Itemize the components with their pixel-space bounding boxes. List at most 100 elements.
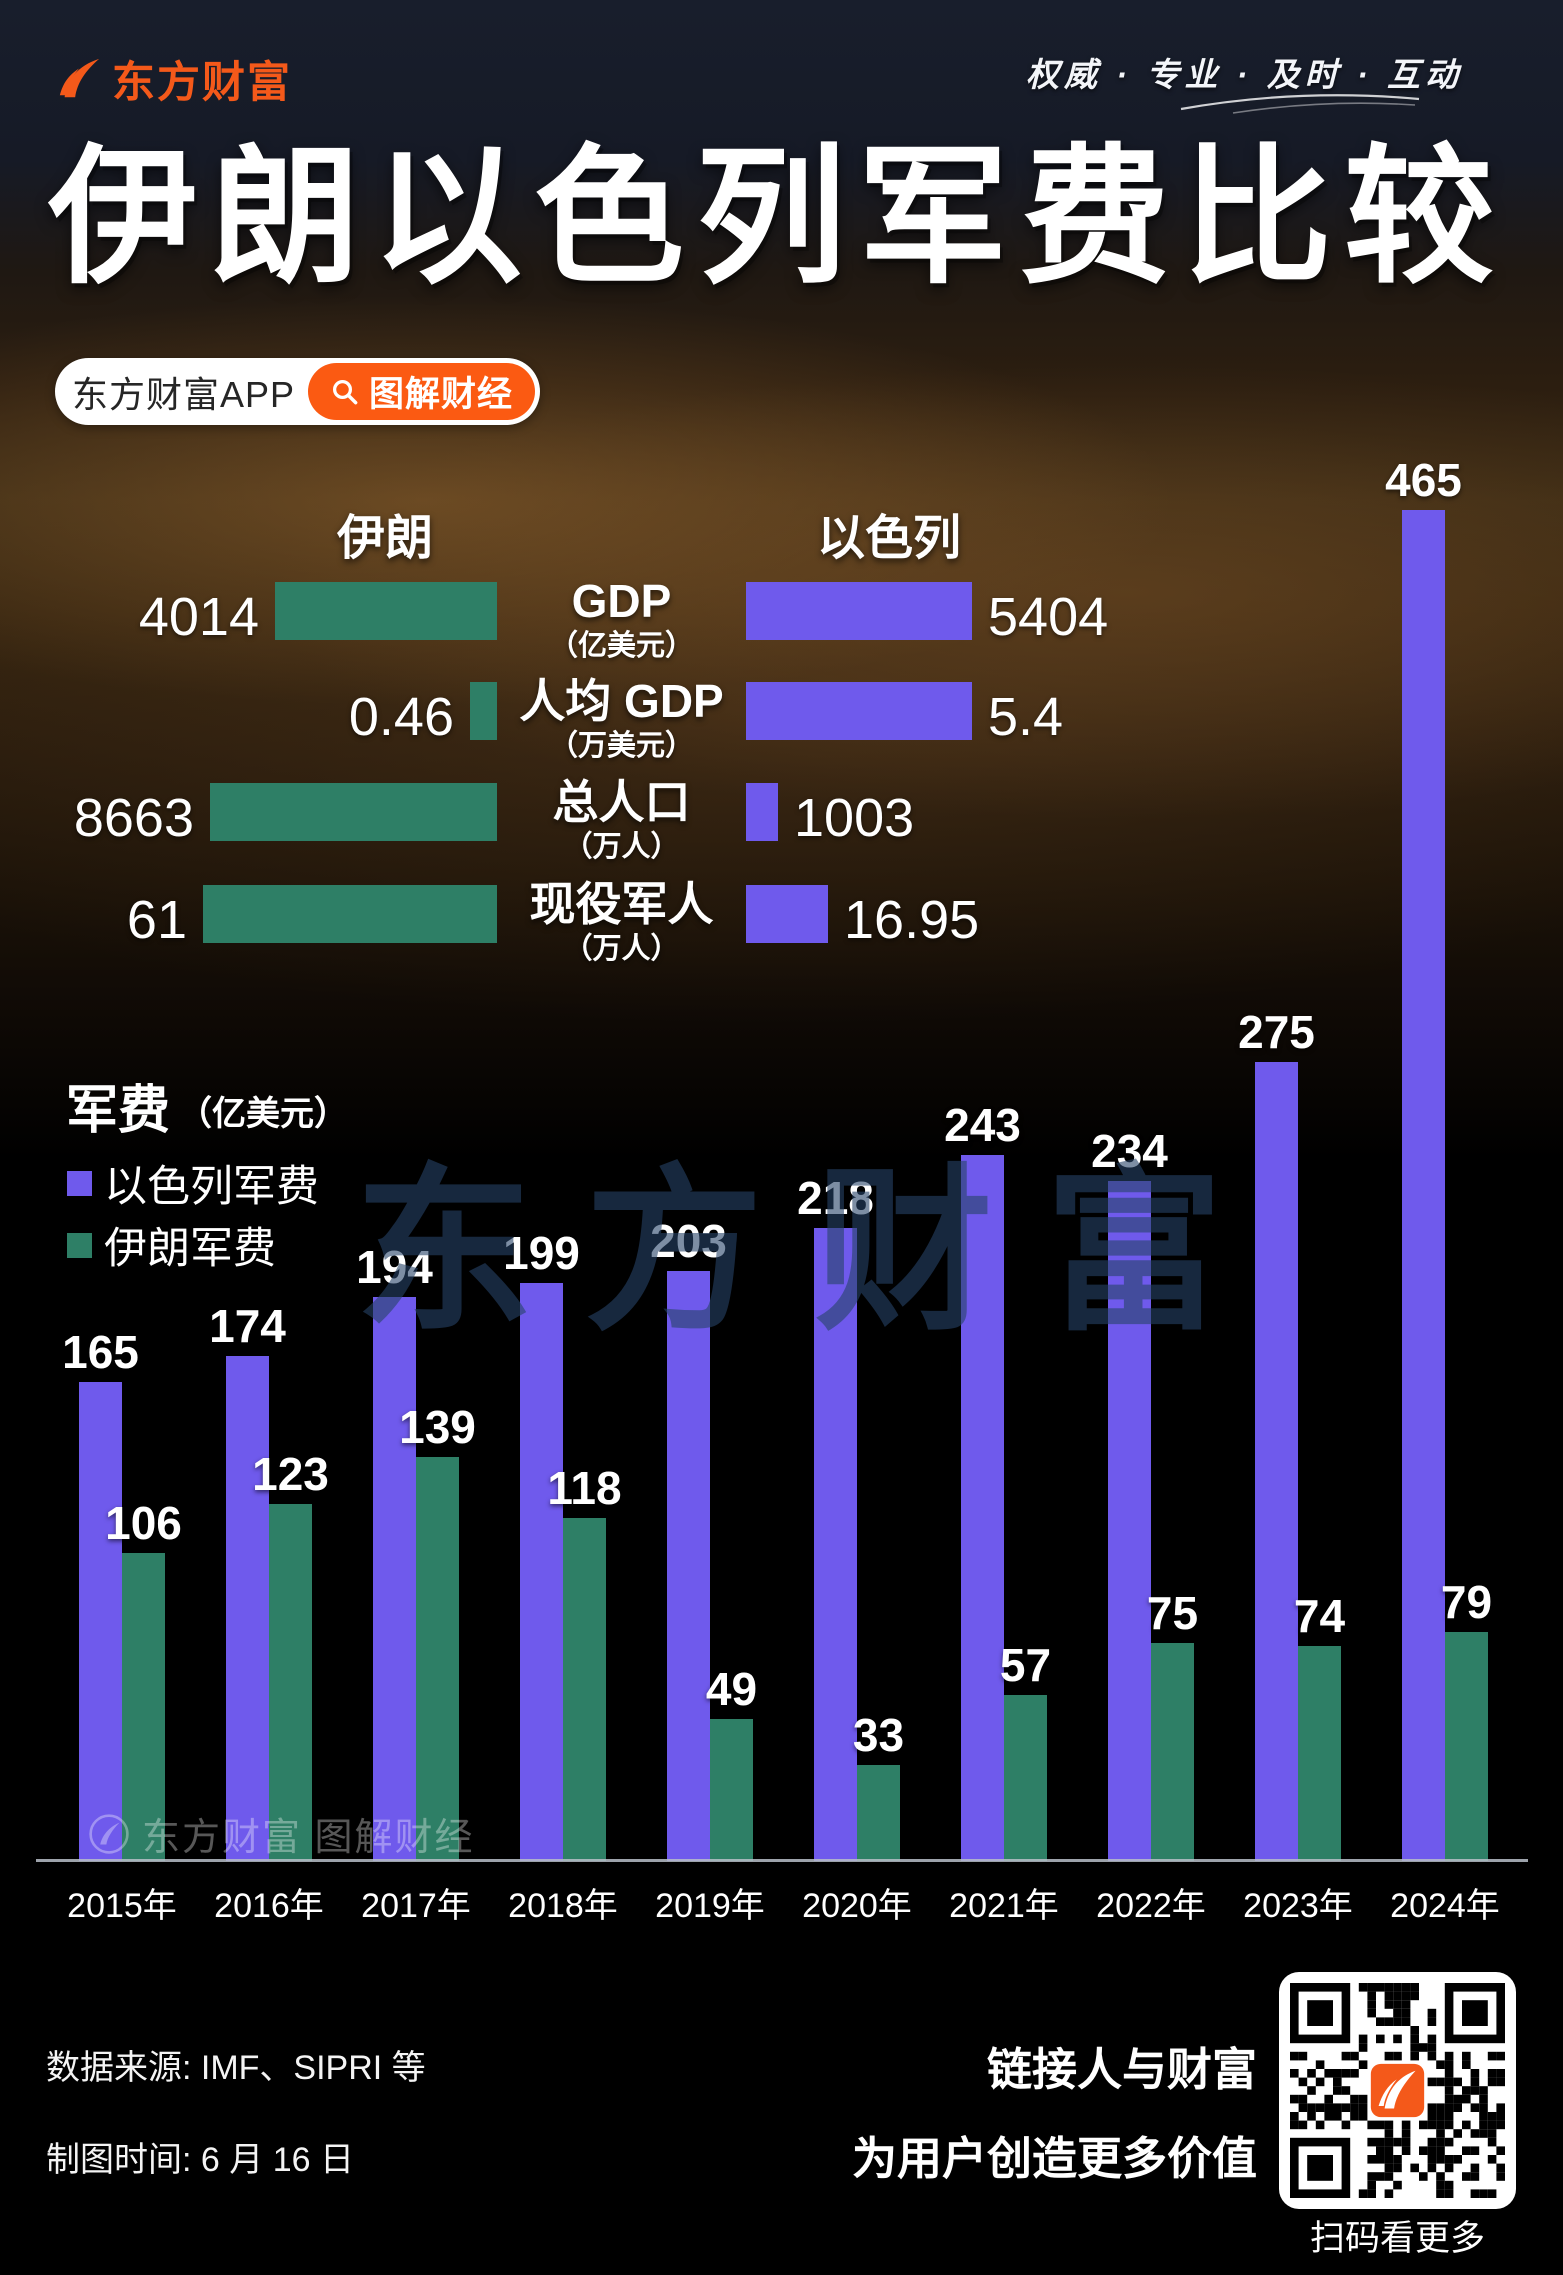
x-axis-tick-label: 2024年 xyxy=(1390,1887,1500,1925)
israel-compare-bar xyxy=(746,783,778,841)
metric-name: 现役军人 xyxy=(529,878,714,930)
search-keyword-label: 图解财经 xyxy=(369,375,514,414)
legend-item-israel: 以色列军费 xyxy=(67,1152,319,1214)
iran-bar-value-label: 49 xyxy=(705,1662,758,1715)
iran-compare-value: 61 xyxy=(126,890,187,950)
slogan-line-1: 链接人与财富 xyxy=(986,2044,1257,2095)
iran-bar-value-label: 79 xyxy=(1440,1575,1493,1628)
app-name-label: 东方财富APP xyxy=(72,373,296,415)
compare-row-label: 现役军人 （万人） xyxy=(497,879,746,966)
israel-bar-value-label: 174 xyxy=(209,1299,286,1352)
search-finance-button[interactable]: 图解财经 xyxy=(308,363,536,420)
iran-bar-value-label: 106 xyxy=(105,1497,182,1550)
israel-bar-value-label: 218 xyxy=(797,1171,874,1224)
israel-bar-value-label: 243 xyxy=(944,1099,1021,1152)
israel-bar-value-label: 199 xyxy=(503,1226,580,1279)
brand-slogan: 链接人与财富 为用户创造更多价值 xyxy=(852,2044,1257,2185)
iran-spending-bar xyxy=(1004,1695,1047,1861)
israel-compare-value: 1003 xyxy=(794,788,915,848)
x-axis-tick-label: 2015年 xyxy=(67,1887,177,1925)
israel-spending-bar xyxy=(373,1297,416,1861)
iran-compare-bar xyxy=(203,885,497,943)
iran-bar-value-label: 74 xyxy=(1293,1590,1346,1643)
israel-bar-value-label: 203 xyxy=(650,1215,727,1268)
iran-compare-bar xyxy=(470,682,497,740)
israel-spending-bar xyxy=(1108,1181,1151,1861)
watermark-small: 东方财富 图解财经 xyxy=(88,1806,475,1861)
israel-compare-bar xyxy=(746,682,972,740)
iran-spending-bar xyxy=(1151,1643,1194,1861)
iran-column-header: 伊朗 xyxy=(336,512,433,565)
x-axis-tick-label: 2021年 xyxy=(949,1887,1059,1925)
x-axis-tick-label: 2016年 xyxy=(214,1887,324,1925)
iran-legend-swatch xyxy=(67,1232,92,1258)
iran-bar-value-label: 75 xyxy=(1146,1587,1199,1640)
x-axis-tick-label: 2020年 xyxy=(802,1887,912,1925)
israel-compare-value: 16.95 xyxy=(844,890,980,950)
iran-compare-value: 4014 xyxy=(138,587,259,647)
iran-compare-bar xyxy=(275,582,497,640)
eastmoney-leaf-icon xyxy=(59,58,100,98)
x-axis-tick-label: 2019年 xyxy=(655,1887,765,1925)
x-axis-line xyxy=(36,1859,1528,1862)
israel-spending-bar xyxy=(1255,1062,1298,1861)
app-promo-pill[interactable]: 东方财富APP 图解财经 xyxy=(55,358,541,425)
tagline-swoosh-decoration xyxy=(1180,94,1420,114)
israel-spending-bar xyxy=(961,1155,1004,1861)
israel-bar-value-label: 234 xyxy=(1091,1125,1168,1178)
israel-spending-bar xyxy=(79,1381,122,1861)
eastmoney-logo: 东方财富 xyxy=(56,48,292,110)
iran-compare-bar xyxy=(210,783,497,841)
israel-compare-value: 5404 xyxy=(988,587,1109,647)
iran-spending-bar xyxy=(416,1457,459,1861)
iran-bar-value-label: 33 xyxy=(852,1709,905,1762)
israel-spending-bar xyxy=(1402,510,1445,1861)
watermark-small-text: 东方财富 图解财经 xyxy=(142,1817,475,1859)
metric-name: GDP xyxy=(571,575,672,627)
israel-column-header: 以色列 xyxy=(816,512,961,565)
israel-legend-label: 以色列军费 xyxy=(104,1163,319,1211)
compare-row-label: GDP （亿美元） xyxy=(497,576,746,663)
israel-spending-bar xyxy=(667,1271,710,1861)
iran-spending-bar xyxy=(122,1553,165,1861)
metric-unit: （万美元） xyxy=(548,730,694,762)
iran-spending-bar xyxy=(857,1765,900,1861)
iran-bar-value-label: 123 xyxy=(252,1447,329,1500)
compare-row-label: 总人口 （万人） xyxy=(497,777,746,864)
israel-legend-swatch xyxy=(67,1170,92,1196)
israel-bar-value-label: 275 xyxy=(1238,1006,1315,1059)
brand-tagline: 权威 · 专业 · 及时 · 互动 xyxy=(1026,56,1463,93)
iran-compare-value: 0.46 xyxy=(348,687,454,747)
iran-spending-bar xyxy=(1445,1631,1488,1861)
x-axis-tick-label: 2018年 xyxy=(508,1887,618,1925)
iran-compare-value: 8663 xyxy=(73,788,194,848)
page-title: 伊朗以色列军费比较 xyxy=(48,133,1507,301)
iran-bar-value-label: 57 xyxy=(999,1639,1052,1692)
qr-code[interactable] xyxy=(1279,1972,1516,2209)
search-icon xyxy=(333,379,358,404)
iran-bar-value-label: 118 xyxy=(547,1462,622,1515)
iran-spending-bar xyxy=(710,1718,753,1861)
slogan-line-2: 为用户创造更多价值 xyxy=(851,2133,1257,2184)
x-axis-tick-label: 2023年 xyxy=(1243,1887,1353,1925)
metric-unit: （万人） xyxy=(563,933,680,965)
israel-spending-bar xyxy=(814,1227,857,1861)
iran-spending-bar xyxy=(269,1503,312,1861)
israel-bar-value-label: 165 xyxy=(62,1325,139,1378)
legend-item-iran: 伊朗军费 xyxy=(67,1214,276,1276)
israel-bar-value-label: 465 xyxy=(1385,454,1462,507)
qr-caption: 扫码看更多 xyxy=(1309,2219,1485,2258)
israel-spending-bar xyxy=(226,1355,269,1861)
israel-compare-bar xyxy=(746,885,828,943)
metric-name: 总人口 xyxy=(552,776,691,828)
chart-date-note: 制图时间: 6 月 16 日 xyxy=(46,2141,354,2179)
iran-spending-bar xyxy=(563,1518,606,1861)
israel-spending-bar xyxy=(520,1282,563,1861)
x-axis-tick-label: 2017年 xyxy=(361,1887,471,1925)
chart-title: 军费 xyxy=(66,1082,171,1140)
iran-legend-label: 伊朗军费 xyxy=(104,1225,276,1273)
data-source-note: 数据来源: IMF、SIPRI 等 xyxy=(46,2049,426,2087)
israel-compare-value: 5.4 xyxy=(988,687,1064,747)
